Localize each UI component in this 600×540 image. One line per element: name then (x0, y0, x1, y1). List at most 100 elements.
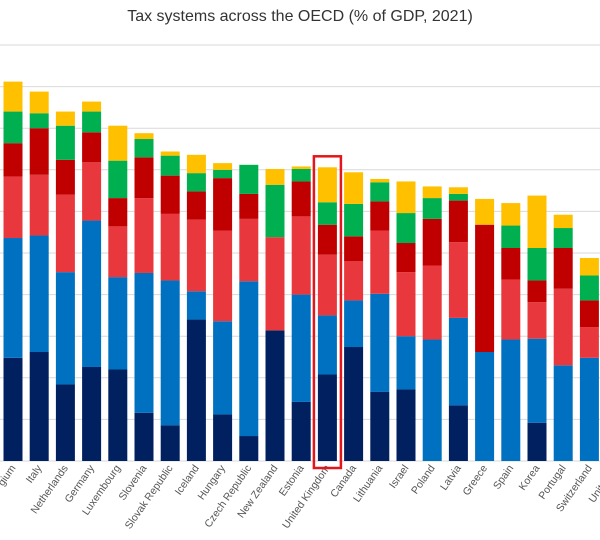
chart-title: Tax systems across the OECD (% of GDP, 2… (127, 8, 473, 25)
bar-segment (55, 194, 75, 273)
bar-segment (527, 422, 547, 461)
bar-segment (317, 224, 337, 255)
bar-segment (29, 113, 49, 129)
bar-segment (3, 238, 23, 358)
bar-segment (82, 111, 102, 133)
bar-segment (422, 186, 442, 199)
bars (3, 81, 599, 461)
bar-segment (501, 248, 521, 280)
bar-segment (108, 369, 128, 461)
bar-segment (108, 226, 128, 278)
bar-segment (134, 139, 154, 158)
bar-segment (370, 178, 390, 183)
bar-segment (108, 125, 128, 161)
bar-segment (344, 203, 364, 237)
category-labels: gium ItalyNetherlandsGermanyLuxembourgSlo… (0, 462, 600, 531)
bar-segment (553, 365, 573, 461)
bar-segment (396, 336, 416, 390)
bar-segment (317, 254, 337, 316)
x-tick-label: Latvia (438, 463, 464, 493)
bar-segment (3, 81, 23, 112)
bar-segment (475, 224, 495, 353)
x-tick-label: Korea (517, 463, 543, 493)
bar-segment (396, 213, 416, 244)
bar-segment (501, 339, 521, 461)
bar-segment (82, 101, 102, 112)
bar-segment (265, 184, 285, 238)
bar-segment (29, 128, 49, 175)
bar-segment (134, 133, 154, 140)
bar-segment (108, 198, 128, 227)
bar-segment (186, 291, 206, 320)
bar-segment (448, 200, 468, 243)
bar-segment (553, 228, 573, 249)
bar-segment (55, 384, 75, 461)
bar-segment (239, 281, 259, 437)
bar-segment (448, 405, 468, 461)
bar-segment (160, 175, 180, 214)
bar-segment (448, 187, 468, 194)
bar-segment (160, 213, 180, 281)
bar-segment (396, 272, 416, 337)
bar-segment (553, 248, 573, 289)
bar-segment (108, 160, 128, 199)
bar-segment (317, 202, 337, 225)
bar-segment (579, 300, 599, 328)
bar-segment (396, 243, 416, 273)
bar-segment (213, 169, 233, 179)
bar-segment (186, 173, 206, 192)
bar-segment (291, 216, 311, 295)
bar-segment (186, 191, 206, 220)
bar-segment (527, 338, 547, 423)
bar-segment (239, 164, 259, 194)
bar-segment (579, 257, 599, 276)
bar-segment (448, 193, 468, 201)
bar-segment (501, 225, 521, 249)
bar-segment (3, 176, 23, 239)
bar-segment (527, 195, 547, 249)
x-tick-label: Spain (491, 463, 516, 492)
bar-segment (82, 132, 102, 163)
bar-segment (501, 203, 521, 226)
bar-segment (265, 168, 285, 185)
bar-segment (527, 280, 547, 303)
bar-segment (344, 172, 364, 204)
bar-segment (291, 166, 311, 169)
bar-segment (3, 357, 23, 461)
bar-segment (160, 151, 180, 156)
bar-segment (3, 143, 23, 177)
bar-segment (55, 111, 75, 126)
bar-segment (396, 389, 416, 461)
bar-segment (370, 391, 390, 461)
bar-segment (475, 198, 495, 225)
bar-segment (213, 163, 233, 170)
bar-segment (55, 159, 75, 195)
bar-segment (448, 317, 468, 406)
bar-segment (579, 327, 599, 358)
x-tick-label: Slovak Republic (123, 463, 176, 532)
x-tick-label: Greece (460, 463, 490, 498)
bar-segment (186, 319, 206, 461)
bar-segment (186, 219, 206, 292)
bar-segment (370, 201, 390, 231)
bar-segment (213, 321, 233, 415)
x-tick-label: Israel (387, 463, 412, 491)
bar-segment (553, 288, 573, 366)
bar-segment (291, 181, 311, 217)
bar-segment (475, 352, 495, 461)
bar-segment (527, 248, 547, 281)
bar-segment (370, 293, 390, 392)
bar-segment (422, 198, 442, 219)
x-tick-label: gium (0, 463, 19, 489)
x-tick-label: United Kingdom (280, 463, 333, 531)
bar-segment (265, 330, 285, 461)
bar-segment (29, 352, 49, 461)
bar-segment (527, 302, 547, 339)
bar-segment (213, 230, 233, 322)
bar-segment (422, 218, 442, 266)
bar-segment (501, 279, 521, 340)
bar-segment (55, 272, 75, 385)
bar-segment (370, 182, 390, 202)
bar-segment (344, 236, 364, 262)
